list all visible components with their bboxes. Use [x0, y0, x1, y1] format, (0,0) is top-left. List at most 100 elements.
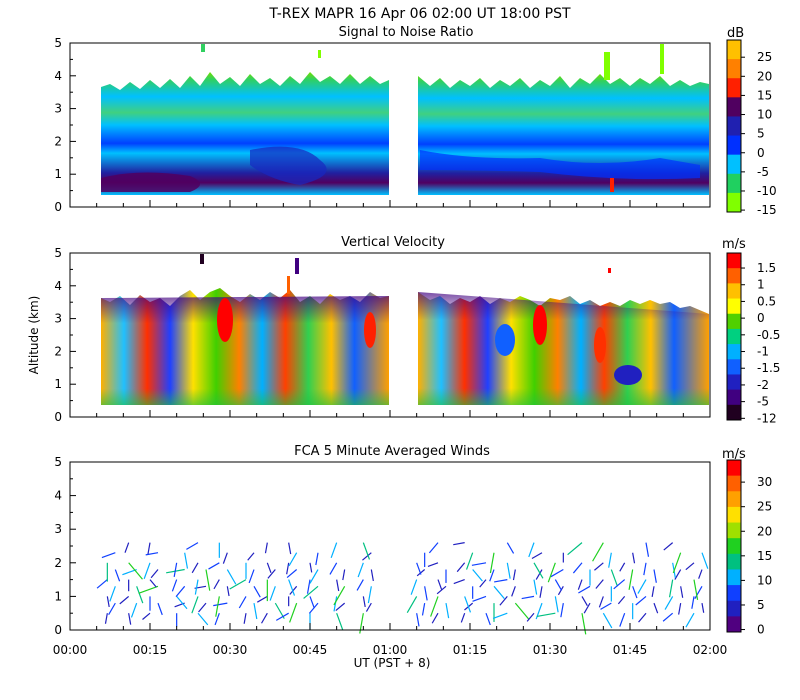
y-tick-label: 1 [54, 377, 62, 391]
colorbar-swatch [727, 173, 741, 194]
wind-vector [309, 562, 313, 573]
colorbar-frame [726, 252, 742, 421]
x-tick-label: 00:30 [213, 643, 248, 657]
wind-vector [333, 586, 346, 606]
wind-vector [638, 612, 647, 623]
y-tick-label: 1 [54, 167, 62, 181]
colorbar-swatch [727, 268, 741, 284]
colorbar-label: 5 [757, 127, 765, 141]
wind-vector [610, 569, 619, 587]
wind-vector [309, 596, 315, 609]
colorbar-swatch [727, 313, 741, 330]
wind-vector [560, 603, 564, 618]
colorbar-frame [726, 39, 742, 213]
y-tick-label: 4 [54, 489, 62, 503]
colorbar-swatch [727, 522, 741, 539]
wind-vector [554, 579, 563, 591]
wind-vector [229, 579, 247, 590]
y-tick-label: 3 [54, 522, 62, 536]
wind-vector [191, 562, 199, 574]
y-tick-label: 5 [54, 36, 62, 50]
wind-vector [511, 586, 516, 597]
wind-vector [416, 569, 426, 577]
colorbar-swatch [727, 491, 741, 508]
figure-title: T-REX MAPR 16 Apr 06 02:00 UT 18:00 PST [268, 6, 571, 22]
wind-vector [356, 579, 364, 591]
snr-speck [201, 44, 205, 52]
y-tick-label: 3 [54, 102, 62, 116]
wind-vector [289, 602, 298, 623]
y-axis-label: Altitude (km) [27, 296, 41, 375]
y-tick-label: 5 [54, 455, 62, 469]
wind-vector [248, 569, 255, 584]
wind-vector [109, 586, 116, 602]
x-tick-label: 00:00 [53, 643, 88, 657]
panel-title-winds: FCA 5 Minute Averaged Winds [294, 444, 490, 459]
colorbar-label: 25 [757, 50, 772, 64]
wind-vector [303, 585, 319, 599]
wind-vector [288, 579, 296, 596]
colorbar-swatch [727, 538, 741, 555]
wind-vector [191, 596, 199, 614]
colorbar-swatch [727, 154, 741, 175]
colorbar-label: 1 [757, 278, 765, 292]
wind-vector [269, 586, 276, 601]
colorbar-swatch [727, 553, 741, 570]
y-tick-label: 1 [54, 589, 62, 603]
x-tick-label: 02:00 [693, 643, 728, 657]
wind-vector [619, 562, 626, 572]
wind-vector [416, 562, 422, 575]
wind-vector [635, 595, 647, 606]
y-axes: 0 1 2 3 4 5 0 1 2 3 4 5 0 1 2 3 4 5 [54, 36, 76, 637]
snr-blue-band [420, 150, 700, 180]
y-tick-label: 0 [54, 623, 62, 637]
wind-vector [309, 569, 319, 584]
wind-vector [175, 585, 186, 597]
wind-vector [186, 542, 199, 550]
wind-vector [698, 569, 703, 579]
x-tick-label: 01:15 [453, 643, 488, 657]
velocity-speck [287, 276, 290, 294]
wind-vector [205, 569, 211, 591]
wind-vector [489, 552, 495, 574]
wind-vector [286, 562, 290, 575]
wind-vector [128, 562, 143, 580]
wind-vector [456, 562, 466, 573]
wind-vector [430, 596, 439, 617]
wind-vector [453, 579, 465, 585]
wind-vector [651, 586, 655, 597]
colorbar-label: 0.5 [757, 294, 776, 308]
colorbar-swatch [727, 344, 741, 360]
wind-vector [668, 579, 674, 598]
wind-vector [253, 586, 261, 598]
y-tick-label: 0 [54, 410, 62, 424]
colorbar-label: 20 [757, 524, 772, 538]
x-tick-label: 00:15 [133, 643, 168, 657]
x-tick-label: 01:45 [613, 643, 648, 657]
wind-vector [247, 552, 255, 561]
wind-vector [600, 602, 612, 610]
wind-vector [330, 542, 338, 558]
wind-vector [108, 602, 116, 616]
wind-vector [431, 612, 439, 624]
wind-vector [104, 613, 108, 624]
velocity-speck [608, 268, 611, 273]
colorbar-swatch [727, 78, 741, 98]
colorbar-label: -2 [757, 378, 769, 392]
colorbar-swatch [727, 283, 741, 300]
wind-vector [427, 562, 439, 568]
wind-vector [595, 579, 604, 589]
wind-vector [598, 596, 604, 608]
colorbar-swatch [727, 616, 741, 633]
winds-panel [69, 461, 711, 635]
velocity-shade-left [101, 296, 389, 405]
colorbar-label: 30 [757, 475, 772, 489]
wind-vector [106, 596, 110, 608]
wind-vector [264, 542, 268, 554]
colorbar-swatch [727, 506, 741, 524]
velocity-updraft [364, 312, 376, 348]
wind-vector [286, 569, 298, 579]
wind-vector [261, 612, 268, 624]
wind-vector [535, 569, 543, 580]
